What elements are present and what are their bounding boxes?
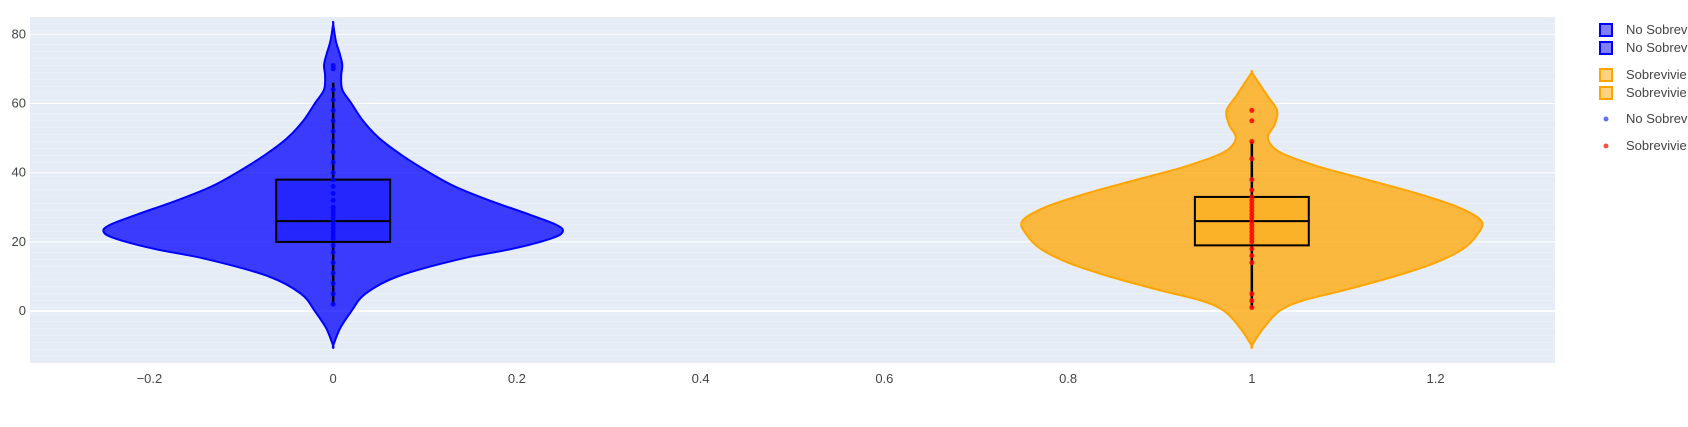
data-point [1249,305,1254,310]
data-point [331,302,336,307]
data-point [1249,188,1254,193]
data-point [331,250,336,255]
data-point [1249,298,1254,303]
data-point [1249,260,1254,265]
data-point [1249,246,1254,251]
data-point [331,63,336,68]
data-point [1249,194,1254,199]
data-point [1249,118,1254,123]
data-point [331,260,336,265]
y-tick-label: 0 [19,303,26,318]
data-point [331,177,336,182]
y-tick-label: 20 [12,234,26,249]
data-point [1249,253,1254,258]
data-point [331,118,336,123]
data-point [331,271,336,276]
data-point [331,291,336,296]
data-point [331,184,336,189]
legend-item[interactable]: Sobrevivie [1604,138,1687,153]
x-tick-label: 0.6 [875,371,893,386]
x-axis-ticks: −0.2 0 0.2 0.4 0.6 0.8 1 1.2 [137,371,1445,386]
data-point [331,108,336,113]
legend-swatch [1600,87,1612,99]
legend-swatch [1600,24,1612,36]
data-point [331,139,336,144]
data-point [331,87,336,92]
legend-label: No Sobreviv [1626,22,1688,37]
data-point [1249,156,1254,161]
x-tick-label: 0.4 [692,371,710,386]
y-tick-label: 80 [12,26,26,41]
data-point [1249,291,1254,296]
x-tick-label: −0.2 [137,371,163,386]
data-point [331,281,336,286]
legend-label: Sobrevivie [1626,85,1687,100]
data-point [331,205,336,210]
legend-item[interactable]: No Sobreviv [1604,111,1688,126]
legend-label: No Sobreviv [1626,40,1688,55]
data-point [1249,139,1254,144]
data-point [331,191,336,196]
legend-swatch [1600,69,1612,81]
legend-label: Sobrevivie [1626,138,1687,153]
x-tick-label: 0 [330,371,337,386]
legend[interactable]: No Sobreviv No Sobreviv Sobrevivie Sobreviv… [1600,22,1688,153]
y-tick-label: 40 [12,165,26,180]
data-point [331,170,336,175]
data-point [331,198,336,203]
legend-item[interactable]: Sobrevivie [1600,67,1687,82]
legend-marker [1604,144,1609,149]
data-point [331,98,336,103]
data-point [331,243,336,248]
legend-item[interactable]: Sobrevivie [1600,85,1687,100]
x-tick-label: 0.2 [508,371,526,386]
legend-swatch [1600,42,1612,54]
x-tick-label: 1.2 [1427,371,1445,386]
data-point [1249,108,1254,113]
legend-item[interactable]: No Sobreviv [1600,22,1688,37]
data-point [331,129,336,134]
legend-marker [1604,117,1609,122]
data-point [331,149,336,154]
x-tick-label: 1 [1248,371,1255,386]
legend-label: No Sobreviv [1626,111,1688,126]
data-point [1249,177,1254,182]
y-axis-ticks: 0 20 40 60 80 [12,26,26,318]
data-point [331,160,336,165]
legend-item[interactable]: No Sobreviv [1600,40,1688,55]
legend-label: Sobrevivie [1626,67,1687,82]
y-tick-label: 60 [12,96,26,111]
x-tick-label: 0.8 [1059,371,1077,386]
